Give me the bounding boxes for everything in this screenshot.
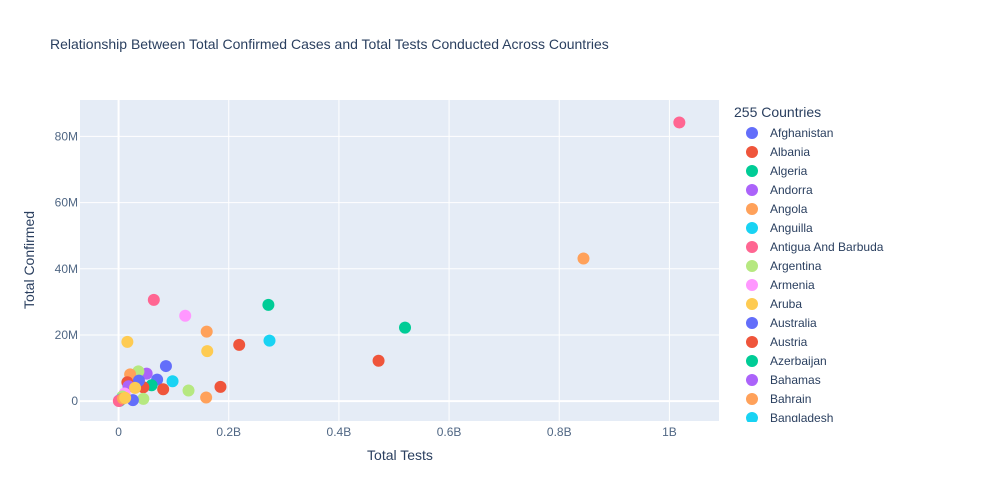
legend-marker-icon xyxy=(746,202,758,215)
legend-item[interactable]: Armenia xyxy=(732,275,972,294)
y-tick-label: 80M xyxy=(55,129,78,143)
legend-label: Austria xyxy=(770,334,808,349)
legend-marker-icon xyxy=(746,221,758,234)
legend-label: Azerbaijan xyxy=(770,353,827,368)
y-tick-label: 60M xyxy=(55,196,78,210)
legend-label: Bahrain xyxy=(770,391,812,406)
data-point[interactable] xyxy=(119,391,132,404)
legend-item[interactable]: Algeria xyxy=(732,161,972,180)
data-point[interactable] xyxy=(157,383,170,396)
legend-item[interactable]: Anguilla xyxy=(732,218,972,237)
data-point[interactable] xyxy=(201,345,214,358)
legend-marker-icon xyxy=(746,411,758,422)
legend-marker-icon xyxy=(746,145,758,158)
data-point[interactable] xyxy=(159,360,172,373)
legend-marker-icon xyxy=(746,164,758,177)
y-tick-label: 0 xyxy=(71,394,78,408)
legend-item[interactable]: Albania xyxy=(732,142,972,161)
legend-item[interactable]: Bahrain xyxy=(732,389,972,408)
data-point[interactable] xyxy=(200,391,213,404)
legend-item[interactable]: Australia xyxy=(732,313,972,332)
legend-label: Antigua And Barbuda xyxy=(770,239,884,254)
data-point[interactable] xyxy=(673,116,686,129)
legend: 255 Countries Afghanistan Albania Algeria A… xyxy=(732,104,972,422)
legend-marker-icon xyxy=(746,259,758,272)
data-point[interactable] xyxy=(182,384,195,397)
x-tick-label: 0 xyxy=(115,425,122,439)
legend-items: Afghanistan Albania Algeria Andorra Angola An… xyxy=(732,123,972,422)
legend-label: Argentina xyxy=(770,258,822,273)
x-axis-title: Total Tests xyxy=(367,447,433,463)
legend-marker-icon xyxy=(746,373,758,386)
legend-item[interactable]: Bahamas xyxy=(732,370,972,389)
x-tick-label: 0.8B xyxy=(547,425,572,439)
x-tick-label: 1B xyxy=(662,425,677,439)
legend-marker-icon xyxy=(746,335,758,348)
data-point[interactable] xyxy=(399,321,412,334)
legend-marker-icon xyxy=(746,392,758,405)
legend-label: Bangladesh xyxy=(770,410,834,423)
legend-label: Aruba xyxy=(770,296,803,311)
data-point[interactable] xyxy=(200,325,213,338)
legend-label: Albania xyxy=(770,144,811,159)
legend-label: Australia xyxy=(770,315,817,330)
data-point[interactable] xyxy=(372,354,385,367)
tick-labels: 0 0.2B 0.4B 0.6B 0.8B 1B 0 20M 40M 60M 80M xyxy=(55,129,677,439)
data-points xyxy=(112,116,686,407)
legend-label: Bahamas xyxy=(770,372,821,387)
legend-marker-icon xyxy=(746,240,758,253)
legend-item[interactable]: Bangladesh xyxy=(732,408,972,422)
legend-marker-icon xyxy=(746,183,758,196)
legend-label: Angola xyxy=(770,201,808,216)
legend-marker-icon xyxy=(746,126,758,139)
legend-label: Andorra xyxy=(770,182,813,197)
data-point[interactable] xyxy=(577,252,590,265)
y-tick-label: 40M xyxy=(55,262,78,276)
grid xyxy=(80,100,719,421)
legend-marker-icon xyxy=(746,297,758,310)
legend-item[interactable]: Aruba xyxy=(732,294,972,313)
data-point[interactable] xyxy=(214,380,227,393)
legend-label: Anguilla xyxy=(770,220,813,235)
data-point[interactable] xyxy=(166,375,179,388)
legend-marker-icon xyxy=(746,316,758,329)
data-point[interactable] xyxy=(179,309,192,322)
legend-item[interactable]: Angola xyxy=(732,199,972,218)
x-tick-label: 0.2B xyxy=(216,425,241,439)
legend-title: 255 Countries xyxy=(734,104,822,120)
legend-item[interactable]: Afghanistan xyxy=(732,123,972,142)
chart-title: Relationship Between Total Confirmed Cas… xyxy=(50,36,609,52)
data-point[interactable] xyxy=(233,338,246,351)
data-point[interactable] xyxy=(147,293,160,306)
x-tick-label: 0.4B xyxy=(327,425,352,439)
data-point[interactable] xyxy=(129,381,142,394)
data-point[interactable] xyxy=(137,392,150,405)
y-tick-label: 20M xyxy=(55,328,78,342)
legend-label: Algeria xyxy=(770,163,808,178)
legend-item[interactable]: Argentina xyxy=(732,256,972,275)
legend-item[interactable]: Austria xyxy=(732,332,972,351)
legend-marker-icon xyxy=(746,278,758,291)
data-point[interactable] xyxy=(262,298,275,311)
legend-label: Afghanistan xyxy=(770,125,834,140)
y-axis-title: Total Confirmed xyxy=(21,211,37,309)
legend-item[interactable]: Andorra xyxy=(732,180,972,199)
data-point[interactable] xyxy=(263,334,276,347)
legend-item[interactable]: Azerbaijan xyxy=(732,351,972,370)
plot-area xyxy=(80,100,719,421)
legend-item[interactable]: Antigua And Barbuda xyxy=(732,237,972,256)
legend-marker-icon xyxy=(746,354,758,367)
legend-label: Armenia xyxy=(770,277,815,292)
data-point[interactable] xyxy=(121,335,134,348)
x-tick-label: 0.6B xyxy=(437,425,462,439)
